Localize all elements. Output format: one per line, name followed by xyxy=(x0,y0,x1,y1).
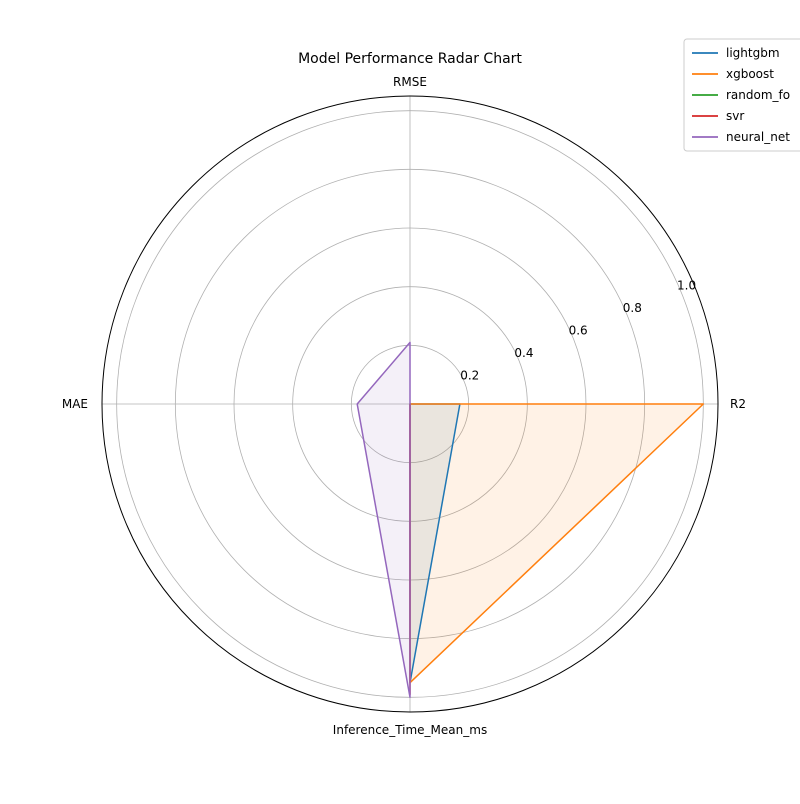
radial-tick-label: 0.4 xyxy=(514,346,533,360)
radial-tick-label: 1.0 xyxy=(677,278,696,292)
radial-tick-label: 0.2 xyxy=(460,368,479,382)
radial-tick-label: 0.8 xyxy=(623,301,642,315)
series-line-neural_net xyxy=(356,341,411,699)
axis-label: MAE xyxy=(62,397,88,411)
chart-title: Model Performance Radar Chart xyxy=(298,51,522,67)
axis-label: RMSE xyxy=(393,75,427,89)
legend-box xyxy=(683,38,800,152)
series-fill-layer xyxy=(357,342,704,698)
legend-entry: svr xyxy=(726,109,744,123)
series-area-neural_net xyxy=(357,342,410,698)
axis-label: R2 xyxy=(730,397,746,411)
radial-tick-label: 0.6 xyxy=(569,323,588,337)
legend-entry: random_fo xyxy=(726,88,790,102)
polar-frame xyxy=(101,95,719,713)
series-line-layer xyxy=(356,341,705,699)
legend-entry: xgboost xyxy=(726,67,774,81)
legend-entry: neural_net xyxy=(726,130,790,144)
label-layer: 0.2 0.4 0.6 0.8 1.0 R2 RMSE MAE Inference_Time_M… xyxy=(62,75,746,737)
legend-entry: lightgbm xyxy=(726,46,780,60)
axis-label: Inference_Time_Mean_ms xyxy=(333,723,487,737)
